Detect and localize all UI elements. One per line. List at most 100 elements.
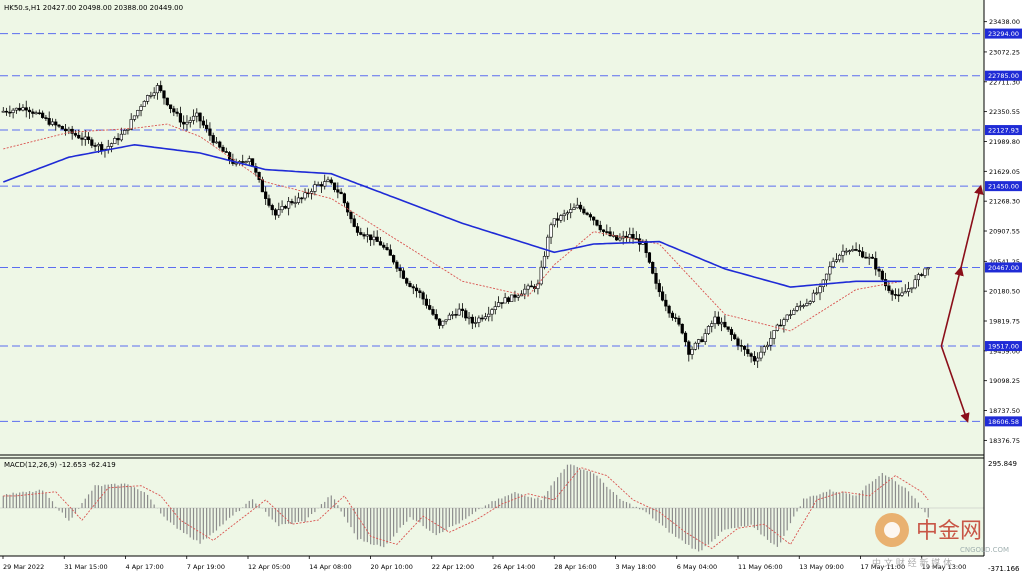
candle [870, 253, 875, 259]
candle [496, 296, 501, 308]
candle [300, 196, 304, 204]
candle [57, 124, 61, 128]
candle [697, 338, 701, 350]
candle [293, 195, 297, 208]
candle [73, 130, 78, 138]
candle [664, 294, 668, 312]
candle [880, 269, 884, 282]
candle [205, 119, 209, 133]
level-labels: 23294.00 22785.00 22127.93 21450.00 20467.00… [985, 28, 1022, 427]
price-tick-label: 21268.30 [989, 198, 1020, 206]
candle [375, 230, 379, 242]
candle [175, 108, 179, 117]
candle [592, 216, 596, 226]
candle [218, 140, 222, 149]
macd-bottom-label: -371.166 [988, 565, 1020, 573]
candle [123, 129, 127, 135]
candle [756, 352, 760, 368]
candle [50, 118, 55, 127]
candle [178, 106, 183, 128]
price-axis-panel [984, 0, 1024, 574]
watermark-logo-text: 中金网 [916, 519, 982, 544]
candle [405, 277, 409, 286]
candle [149, 91, 153, 99]
candle [431, 306, 435, 317]
candle [847, 249, 852, 255]
time-tick-label: 12 Apr 05:00 [248, 563, 290, 571]
candle [441, 320, 445, 329]
candle [585, 211, 589, 216]
candle [654, 267, 658, 290]
candle [460, 303, 465, 318]
candle [680, 323, 684, 335]
candle [733, 332, 737, 340]
candle [267, 194, 271, 208]
candle [451, 311, 455, 320]
candle [408, 280, 412, 288]
candle [414, 284, 419, 298]
candle [470, 314, 474, 330]
watermark-tagline: 中 文 财 经 新 媒 体 [872, 557, 952, 569]
time-tick-label: 13 May 09:00 [799, 563, 844, 571]
candle [565, 210, 570, 220]
candle [467, 312, 471, 325]
price-tick-label: 20180.50 [989, 288, 1020, 296]
time-tick-label: 11 May 06:00 [738, 563, 783, 571]
candle [37, 109, 41, 115]
candle [867, 253, 871, 265]
time-tick-label: 29 Mar 2022 [3, 563, 44, 571]
candle [506, 296, 511, 304]
candle [362, 232, 366, 240]
candle [578, 201, 583, 212]
candle [677, 315, 681, 327]
candle [765, 341, 770, 350]
candle [700, 336, 704, 343]
candle [132, 115, 137, 122]
candle [378, 236, 383, 246]
candle [54, 118, 58, 131]
candle [464, 308, 468, 321]
candle [136, 109, 140, 119]
candle [503, 292, 507, 304]
candle [542, 251, 547, 270]
candle [428, 298, 432, 311]
projection-arrow [940, 345, 970, 423]
candle [910, 287, 914, 294]
svg-text:22127.93: 22127.93 [988, 127, 1019, 135]
candle [920, 272, 924, 277]
watermark-logo-inner-icon [884, 522, 900, 538]
candle [119, 127, 123, 142]
candle [270, 203, 274, 216]
candle [277, 202, 281, 218]
candle [562, 209, 566, 222]
candle [109, 142, 114, 153]
candle [480, 314, 484, 322]
candle [326, 176, 330, 183]
price-tick-label: 20907.55 [989, 228, 1020, 236]
candle [41, 110, 45, 119]
candle [372, 230, 376, 246]
price-tick-label: 22711.30 [989, 78, 1020, 86]
candle [401, 268, 406, 280]
price-pane [0, 33, 984, 423]
candle [211, 132, 215, 147]
candle [660, 286, 665, 302]
candle [801, 303, 806, 309]
candle [316, 181, 320, 186]
candle [539, 260, 543, 286]
candle [844, 247, 848, 256]
candle [874, 251, 878, 276]
candle [647, 252, 652, 264]
candle [605, 224, 609, 235]
candle [523, 283, 527, 300]
candle [923, 268, 927, 279]
chart-background [0, 0, 984, 556]
candle [815, 287, 819, 296]
candle [854, 242, 858, 252]
level-label: 21450.00 [985, 181, 1022, 192]
candle [142, 100, 146, 107]
cngold-watermark: 中金网 CNGOLD.COM 中 文 财 经 新 媒 体 [872, 513, 1009, 569]
candle [588, 212, 592, 221]
price-tick-label: 23072.25 [989, 48, 1020, 56]
candle [1, 107, 5, 113]
